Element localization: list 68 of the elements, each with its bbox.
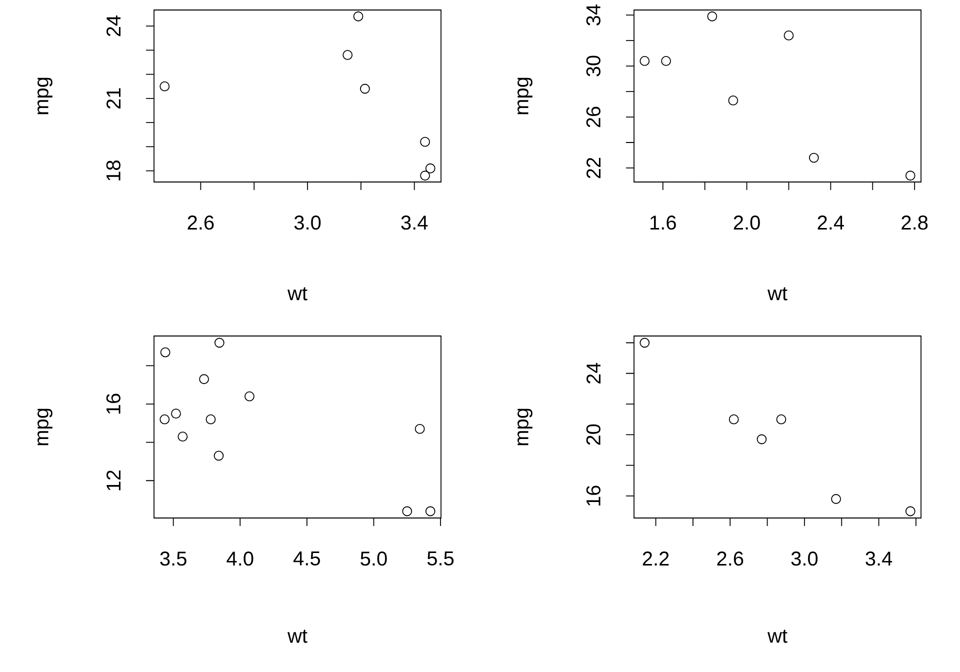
x-axis-title: wt [287,630,308,643]
point [425,163,436,174]
x-axis-title: wt [287,287,308,300]
x-tick-label: 5.0 [360,552,387,566]
point [199,374,209,384]
y-tick-label: 24 [586,362,600,384]
x-tick-label: 4.5 [293,552,320,566]
point [414,424,425,434]
x-tick-label: 1.6 [650,216,676,230]
x-tick-label: 5.5 [427,552,454,566]
y-tick-label: 22 [586,158,600,178]
x-tick-label: 3.0 [294,216,321,230]
x-tick-label: 2.0 [734,216,760,230]
y-tick-label: 24 [106,15,120,36]
point [640,338,650,348]
point [728,96,738,106]
x-tick-label: 2.6 [188,216,214,230]
x-tick-label: 2.8 [902,216,928,230]
point [776,414,786,424]
point [808,152,819,163]
x-tick-label: 3.0 [791,552,818,566]
x-tick-label: 3.4 [401,216,428,230]
y-tick-label: 12 [106,470,120,490]
x-tick-label: 3.5 [160,552,186,566]
x-axis-title: wt [767,630,788,643]
x-tick-label: 2.2 [642,552,669,566]
point [905,506,916,516]
point [784,30,794,40]
x-tick-label: 2.6 [717,552,744,566]
point [756,434,767,444]
point [728,414,739,424]
y-tick-label: 21 [106,88,120,109]
y-tick-label: 16 [586,486,600,506]
point [178,432,188,442]
point [661,56,671,66]
x-tick-label: 2.4 [818,216,844,230]
y-tick-label: 16 [106,394,120,414]
point [402,506,412,516]
point [206,414,216,424]
y-tick-label: 18 [106,160,120,180]
y-tick-label: 20 [586,424,600,445]
point [831,494,841,504]
point [214,450,224,461]
point [425,506,436,516]
point [353,11,364,22]
point [342,50,353,60]
y-axis-title: mpg [517,78,532,114]
x-tick-label: 4.0 [226,552,254,566]
x-axis-title: wt [767,287,788,300]
point [420,136,430,147]
point [360,84,370,94]
y-tick-label: 30 [586,56,600,76]
point [905,170,916,181]
y-tick-label: 34 [586,4,600,26]
point [160,81,170,92]
point [420,170,430,181]
point [160,414,170,424]
x-tick-label: 3.4 [866,552,892,566]
y-tick-label: 26 [586,106,600,128]
y-axis-title: mpg [517,408,532,446]
point [214,338,224,348]
point [160,347,170,358]
point [244,391,254,402]
y-axis-title: mpg [37,78,52,114]
y-axis-title: mpg [37,408,52,446]
point [171,408,181,419]
point [707,11,718,22]
point [640,56,650,66]
